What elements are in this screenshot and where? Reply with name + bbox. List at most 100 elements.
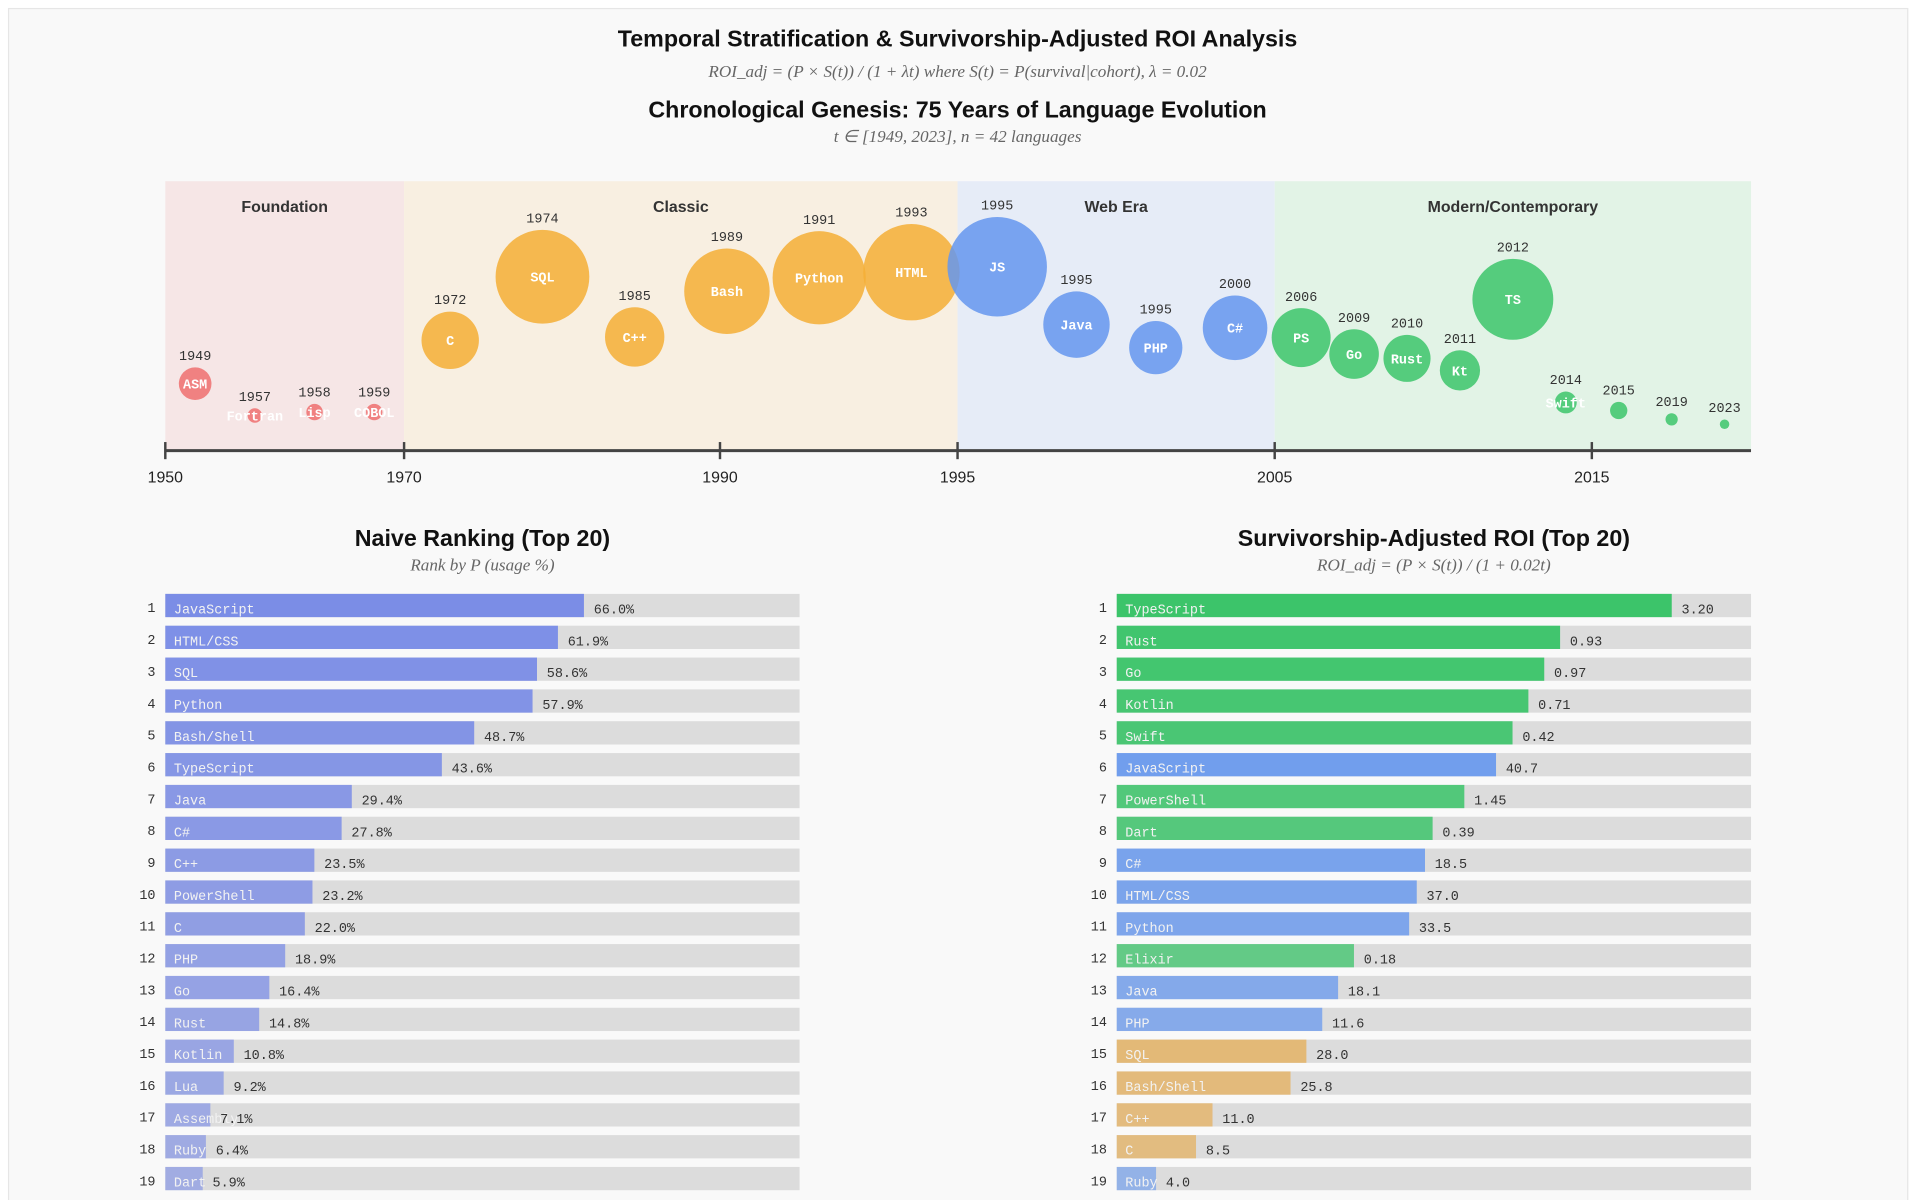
bar <box>165 1039 234 1063</box>
bar-category: Python <box>1125 922 1173 937</box>
bar-category: Go <box>174 986 190 1001</box>
bar-category: PHP <box>1125 1017 1149 1032</box>
bar-value-label: 8.5 <box>1206 1145 1230 1160</box>
bar <box>165 944 286 968</box>
bubble-label: Python <box>795 273 843 288</box>
bubble-label: ASM <box>183 379 207 394</box>
rank-label: 12 <box>1091 952 1107 967</box>
bar-value-label: 28.0 <box>1316 1049 1348 1064</box>
timeline-title: Chronological Genesis: 75 Years of Langu… <box>648 97 1266 123</box>
bubble-label: PS <box>1293 333 1309 348</box>
language-bubble <box>863 224 960 321</box>
bar-value-label: 11.6 <box>1332 1017 1364 1032</box>
bar-category: Ruby <box>174 1145 206 1160</box>
rank-label: 17 <box>1091 1112 1107 1127</box>
rank-label: 1 <box>1099 602 1107 617</box>
rank-label: 8 <box>1099 825 1107 840</box>
bar-category: JavaScript <box>1125 763 1206 778</box>
bar-track <box>165 912 800 936</box>
bar-category: HTML/CSS <box>1125 890 1190 905</box>
bar-value-label: 23.2% <box>322 890 363 905</box>
language-bubble <box>1202 295 1268 361</box>
bubble-year: 1995 <box>981 200 1013 215</box>
era-label: Modern/Contemporary <box>1428 199 1599 216</box>
bubble-year: 2015 <box>1603 385 1635 400</box>
rank-label: 7 <box>147 793 155 808</box>
bar-category: TypeScript <box>174 763 255 778</box>
bar-value-label: 6.4% <box>216 1145 249 1160</box>
bar <box>1116 880 1417 904</box>
bar-value-label: 0.93 <box>1570 635 1602 650</box>
bar <box>1116 1135 1197 1159</box>
charts: Foundation Classic Web Era Modern/Contempor… <box>139 181 1752 1192</box>
bar-value-label: 29.4% <box>362 794 403 809</box>
rank-label: 18 <box>139 1143 155 1158</box>
bar-track <box>1116 1135 1752 1159</box>
bubble-label: Java <box>1060 320 1092 335</box>
bar-category: C++ <box>1125 1113 1149 1128</box>
bar <box>1116 593 1672 618</box>
bar <box>165 1071 224 1095</box>
bubble-label: COBOL <box>354 407 394 422</box>
bar-category: Kotlin <box>1125 699 1173 714</box>
rank-label: 5 <box>1099 730 1107 745</box>
rank-label: 2 <box>147 634 155 649</box>
bar-category: Dart <box>174 1177 206 1192</box>
bubble-label: HTML <box>895 267 927 282</box>
bar-category: SQL <box>1125 1049 1149 1064</box>
bar-track <box>165 944 800 968</box>
bar <box>165 1103 211 1127</box>
bar-category: Kotlin <box>174 1049 222 1064</box>
bar <box>165 912 305 936</box>
bar-category: C <box>174 922 182 937</box>
bar <box>1116 784 1465 809</box>
language-bubble <box>1383 334 1431 382</box>
bar <box>165 753 442 777</box>
rank-label: 4 <box>147 698 155 713</box>
bar-value-label: 58.6% <box>547 667 588 682</box>
language-bubble <box>421 311 479 370</box>
bubble-year: 1974 <box>526 213 558 228</box>
bubble-year: 2023 <box>1708 402 1740 417</box>
bar <box>1116 1166 1157 1191</box>
bar-category: TypeScript <box>1125 603 1206 618</box>
bar-value-label: 4.0 <box>1166 1177 1190 1192</box>
bar-category: PHP <box>174 954 198 969</box>
rank-label: 9 <box>147 857 155 872</box>
bar-track <box>165 1166 800 1191</box>
bar <box>1116 657 1545 681</box>
rank-label: 16 <box>139 1080 155 1095</box>
rank-label: 17 <box>139 1112 155 1127</box>
page-subtitle: ROI_adj = (P × S(t)) / (1 + λt) where S(… <box>707 62 1207 81</box>
x-tick-label: 1970 <box>386 469 422 486</box>
bar <box>165 1166 203 1191</box>
bar-category: PowerShell <box>1125 794 1206 809</box>
bubble-label: SQL <box>530 272 554 287</box>
bubble-year: 1991 <box>803 214 835 229</box>
rank-label: 5 <box>147 730 155 745</box>
language-bubble <box>1043 291 1110 358</box>
rank-label: 8 <box>147 825 155 840</box>
bubble-label: Kt <box>1452 365 1468 380</box>
bar-value-label: 22.0% <box>315 922 356 937</box>
bar-category: SQL <box>174 667 198 682</box>
bar-track <box>165 1039 800 1063</box>
x-tick-label: 1995 <box>940 469 976 486</box>
bar <box>165 784 352 809</box>
language-bubble <box>772 231 866 325</box>
bar <box>1116 721 1513 745</box>
language-bubble <box>1439 350 1481 391</box>
language-bubble <box>1472 258 1554 340</box>
language-bubble <box>1271 308 1331 368</box>
bar-value-label: 33.5 <box>1419 922 1451 937</box>
bubble-year: 2000 <box>1219 278 1251 293</box>
x-tick-label: 1950 <box>148 469 184 486</box>
bar-value-label: 61.9% <box>568 635 609 650</box>
rank-label: 3 <box>1099 666 1107 681</box>
bar <box>165 593 584 618</box>
bar <box>1116 816 1433 840</box>
rank-label: 14 <box>139 1016 155 1031</box>
rank-label: 10 <box>139 889 155 904</box>
rank-label: 19 <box>139 1175 155 1190</box>
rank-label: 12 <box>139 952 155 967</box>
